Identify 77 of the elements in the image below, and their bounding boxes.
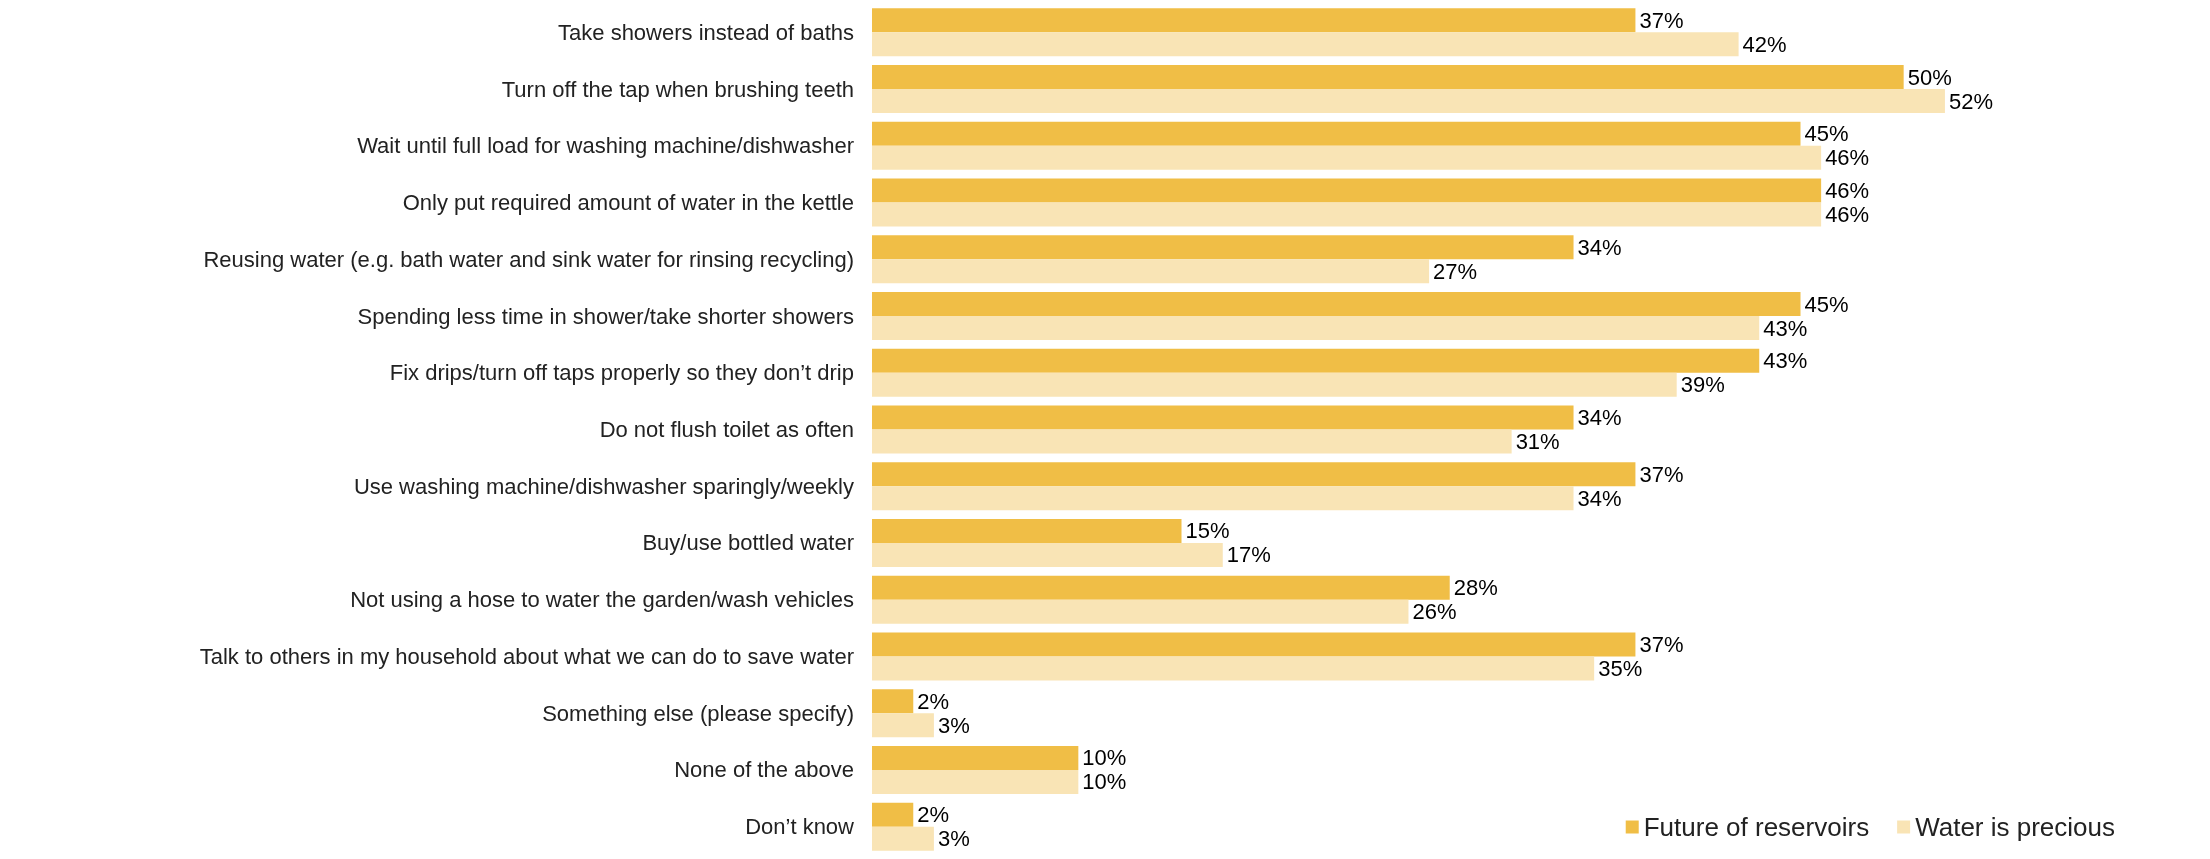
data-label: 17% (1226, 542, 1271, 568)
bar (872, 65, 1904, 90)
data-label: 46% (1825, 178, 1870, 204)
bar (872, 486, 1574, 511)
data-label: 43% (1763, 348, 1808, 374)
bar (872, 405, 1574, 430)
y-tick-label: Take showers instead of baths (558, 19, 854, 45)
y-tick-label: Do not flush toilet as often (599, 417, 854, 442)
bar (872, 348, 1760, 373)
data-label: 37% (1639, 7, 1684, 33)
bar (872, 518, 1182, 543)
data-label: 37% (1639, 461, 1684, 487)
bar (872, 802, 914, 827)
data-label: 42% (1742, 31, 1787, 57)
bar (872, 599, 1409, 624)
y-tick-label: Use washing machine/dishwasher sparingly/weekly (353, 473, 854, 499)
y-tick-label: Not using a hose to water the garden/wash vehicles (350, 587, 854, 613)
data-label: 39% (1680, 372, 1725, 398)
y-tick-label: Something else (please specify) (542, 700, 854, 726)
data-label: 2% (917, 688, 950, 714)
bar (872, 745, 1079, 770)
bar (872, 292, 1801, 317)
bar (872, 259, 1430, 284)
data-label: 3% (937, 712, 970, 738)
legend-label: Water is precious (1915, 812, 2115, 842)
bar (872, 769, 1079, 794)
bar (872, 8, 1636, 33)
data-label: 2% (917, 802, 950, 828)
bar (872, 121, 1801, 146)
bar (872, 316, 1760, 341)
data-label: 35% (1598, 655, 1643, 681)
bar (872, 178, 1822, 203)
legend-label: Future of reservoirs (1643, 812, 1870, 842)
bar (872, 89, 1945, 114)
bar (872, 689, 914, 714)
data-label: 3% (937, 826, 970, 852)
bar (872, 372, 1677, 397)
data-label: 10% (1082, 745, 1127, 771)
y-tick-label: Reusing water (e.g. bath water and sink water for rinsing recycling) (203, 246, 854, 272)
y-tick-label: Fix drips/turn off taps properly so they don’t drip (389, 360, 854, 386)
data-label: 50% (1907, 64, 1952, 90)
bar (872, 235, 1574, 260)
data-label: 46% (1825, 202, 1870, 228)
bar (872, 826, 934, 851)
bar (872, 632, 1636, 657)
bar (872, 462, 1636, 487)
data-label: 43% (1763, 315, 1808, 341)
y-tick-label: None of the above (674, 757, 854, 783)
data-label: 37% (1639, 631, 1684, 657)
y-tick-label: Buy/use bottled water (642, 530, 854, 556)
bar (872, 575, 1450, 600)
y-tick-label: Only put required amount of water in the kettle (402, 190, 854, 216)
data-label: 34% (1577, 405, 1622, 430)
y-tick-label: Turn off the tap when brushing teeth (501, 76, 854, 102)
data-label: 15% (1185, 518, 1230, 544)
bar (872, 145, 1822, 170)
bar (872, 202, 1822, 227)
data-label: 27% (1433, 258, 1478, 284)
data-label: 10% (1082, 769, 1127, 795)
y-tick-label: Talk to others in my household about what we can do to save water (199, 643, 854, 669)
data-label: 34% (1577, 234, 1622, 260)
y-tick-label: Spending less time in shower/take shorter showers (357, 303, 854, 329)
data-label: 52% (1948, 88, 1993, 114)
data-label: 45% (1804, 291, 1849, 317)
data-label: 45% (1804, 121, 1849, 147)
bar (872, 32, 1739, 57)
data-label: 26% (1412, 599, 1457, 625)
data-label: 31% (1515, 429, 1560, 454)
data-label: 28% (1453, 575, 1498, 601)
y-tick-label: Wait until full load for washing machine/dishwasher (357, 133, 854, 159)
data-label: 46% (1825, 145, 1870, 171)
y-tick-label: Don’t know (745, 814, 855, 840)
bar (872, 429, 1512, 454)
bar (872, 542, 1223, 567)
data-label: 34% (1577, 485, 1622, 511)
bar (872, 713, 934, 738)
bar (872, 656, 1595, 681)
